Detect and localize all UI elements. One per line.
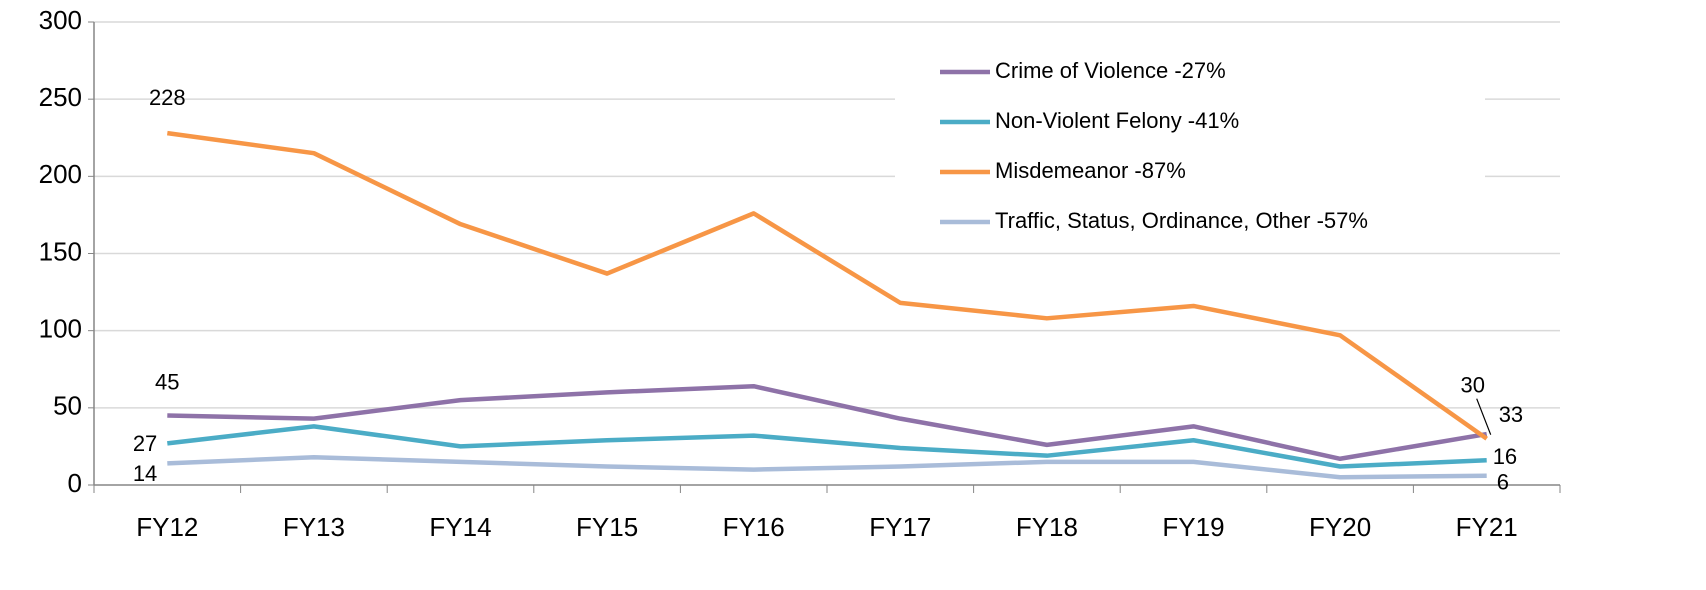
data-label: 6 (1497, 470, 1509, 495)
legend-label: Non-Violent Felony -41% (995, 108, 1239, 133)
data-label: 30 (1460, 373, 1484, 398)
legend-label: Misdemeanor -87% (995, 158, 1186, 183)
y-tick-label: 0 (68, 468, 82, 498)
x-tick-label: FY14 (429, 512, 491, 542)
series-line (166, 130, 1488, 441)
x-tick-label: FY12 (136, 512, 198, 542)
x-tick-label: FY19 (1162, 512, 1224, 542)
data-label: 27 (133, 431, 157, 456)
y-tick-label: 200 (39, 159, 82, 189)
series-line (167, 383, 1488, 462)
y-tick-label: 150 (39, 236, 82, 266)
data-label: 16 (1493, 444, 1517, 469)
data-label: 33 (1499, 402, 1523, 427)
leader-line (1476, 398, 1492, 435)
y-tick-label: 300 (39, 5, 82, 35)
series-line (167, 424, 1487, 469)
y-tick-label: 50 (53, 391, 82, 421)
data-label: 14 (133, 461, 157, 486)
legend-label: Traffic, Status, Ordinance, Other -57% (995, 208, 1368, 233)
x-tick-label: FY16 (723, 512, 785, 542)
y-tick-label: 100 (39, 314, 82, 344)
data-label: 45 (155, 369, 179, 394)
y-tick-label: 250 (39, 82, 82, 112)
x-tick-label: FY21 (1456, 512, 1518, 542)
x-tick-label: FY18 (1016, 512, 1078, 542)
x-tick-label: FY13 (283, 512, 345, 542)
legend-box (895, 45, 1485, 250)
series-line (167, 454, 1487, 480)
x-tick-label: FY20 (1309, 512, 1371, 542)
legend-label: Crime of Violence -27% (995, 58, 1226, 83)
x-tick-label: FY17 (869, 512, 931, 542)
x-tick-label: FY15 (576, 512, 638, 542)
data-label: 228 (149, 85, 186, 110)
